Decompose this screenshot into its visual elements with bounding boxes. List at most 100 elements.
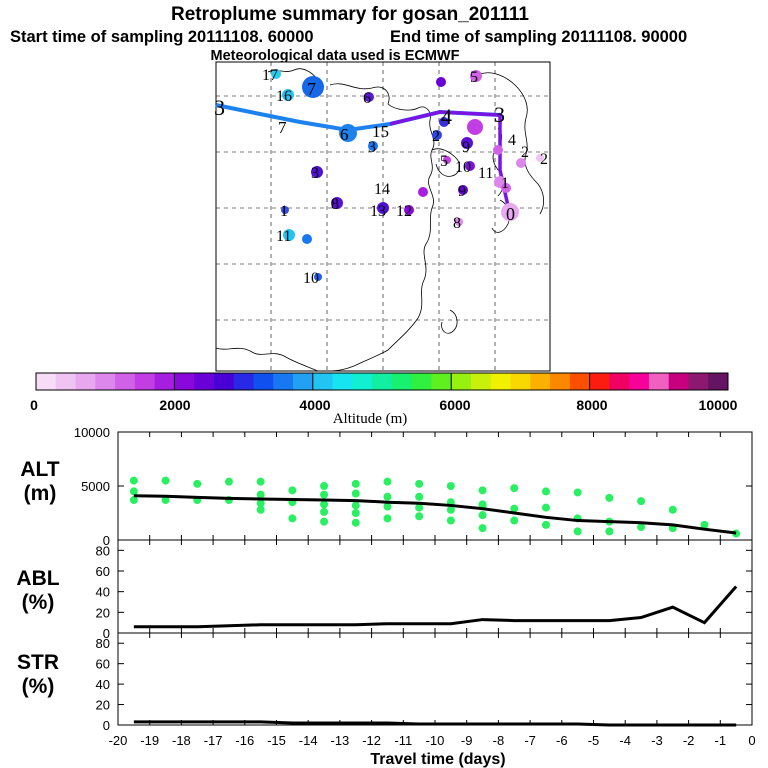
x-tick-label: -10 [426, 733, 445, 748]
point-label: 11 [276, 228, 291, 245]
trajectory-labels: 3 7 6 15 4 3 [214, 95, 505, 144]
colorbar-swatch [569, 373, 590, 390]
colorbar-swatch [490, 373, 511, 390]
plume-point [339, 124, 357, 142]
x-tick-label: -16 [235, 733, 254, 748]
altitude-point [605, 527, 614, 536]
y-tick-label: 40 [96, 677, 110, 692]
plume-point [331, 197, 343, 209]
altitude-point [320, 517, 329, 526]
y-tick-label: 0 [103, 626, 110, 641]
point-label: 9 [462, 139, 470, 156]
y-tick-label: 0 [103, 718, 110, 733]
altitude-point [478, 486, 487, 495]
altitude-point [541, 503, 550, 512]
altitude-point [446, 516, 455, 525]
altitude-point [383, 502, 392, 511]
altitude-point [288, 486, 297, 495]
colorbar-swatch [609, 373, 630, 390]
panel-label-abl-unit: (%) [22, 591, 55, 614]
trajectory-label: 7 [278, 118, 287, 137]
colorbar-swatch [688, 373, 709, 390]
point-label: 1 [501, 175, 509, 192]
point-label: 0 [506, 204, 515, 224]
start-time-label: Start time of sampling 20111108. 60000 [10, 28, 314, 46]
colorbar-swatch [194, 373, 215, 390]
plume-point [432, 130, 442, 140]
altitude-point [351, 518, 360, 527]
x-tick-label: -15 [267, 733, 286, 748]
colorbar-swatch [75, 373, 96, 390]
altitude-point [383, 477, 392, 486]
altitude-point [193, 479, 202, 488]
y-tick-label: 10000 [74, 425, 110, 440]
colorbar-swatch [312, 373, 333, 390]
altitude-point [446, 505, 455, 514]
abl-line [133, 585, 738, 629]
x-tick-label: -14 [299, 733, 318, 748]
plume-point [302, 234, 312, 244]
altitude-point [383, 514, 392, 523]
colorbar-swatch [115, 373, 136, 390]
altitude-point [351, 479, 360, 488]
x-tick-label: -11 [394, 733, 412, 748]
altitude-point [573, 527, 582, 536]
plume-point [283, 229, 295, 241]
point-label: 14 [374, 181, 390, 198]
y-tick-label: 40 [96, 585, 110, 600]
altitude-point [510, 516, 519, 525]
point-label: 6 [363, 90, 371, 107]
plume-point [311, 166, 323, 178]
point-label: 12 [396, 203, 412, 220]
plume-point [516, 158, 526, 168]
colorbar-swatch [273, 373, 294, 390]
altitude-point [256, 490, 265, 499]
colorbar-swatch [589, 373, 610, 390]
plume-point [458, 185, 468, 195]
colorbar-swatch [648, 373, 670, 390]
colorbar-swatch [134, 373, 156, 390]
colorbar-swatch [154, 373, 175, 390]
altitude-colorbar [35, 372, 729, 391]
altitude-point [668, 505, 677, 514]
altitude-point [415, 503, 424, 512]
altitude-point [129, 487, 138, 496]
altitude-point [351, 509, 360, 517]
altitude-point [224, 477, 233, 486]
panel-frame [117, 632, 753, 726]
y-tick-label: 5000 [81, 479, 110, 494]
altitude-point [446, 482, 455, 490]
plume-point [282, 89, 294, 101]
altitude-point [351, 489, 360, 498]
plume-point [281, 206, 289, 214]
colorbar-tick-label: 6000 [439, 397, 470, 413]
point-label: 17 [262, 67, 278, 84]
plume-point [314, 273, 322, 281]
altitude-point [510, 504, 519, 513]
coastlines [215, 68, 544, 372]
altitude-median-line [133, 494, 737, 535]
colorbar-swatch [372, 373, 393, 390]
colorbar-tick-label: 4000 [299, 397, 330, 413]
point-label: 3 [311, 165, 319, 182]
altitude-point [637, 497, 646, 506]
colorbar-swatch [550, 373, 571, 390]
trajectory-label: 4 [441, 104, 452, 129]
y-tick-label: 80 [96, 636, 110, 651]
colorbar-ticks: 0 2000 4000 6000 8000 10000 [30, 397, 738, 413]
x-tick-label: 0 [748, 733, 755, 748]
point-label: 11 [478, 165, 493, 182]
colorbar-swatch [411, 373, 432, 390]
plume-point [467, 119, 483, 135]
x-tick-label: -18 [172, 733, 191, 748]
x-tick-label: -8 [493, 733, 505, 748]
x-tick-label: -2 [683, 733, 695, 748]
y-tick-label: 20 [96, 605, 110, 620]
x-tick-label: -13 [331, 733, 350, 748]
point-label: 7 [307, 79, 316, 99]
plume-point [302, 76, 324, 98]
colorbar-swatch [530, 373, 551, 390]
altitude-point [637, 523, 646, 532]
colorbar-swatch [174, 373, 195, 390]
